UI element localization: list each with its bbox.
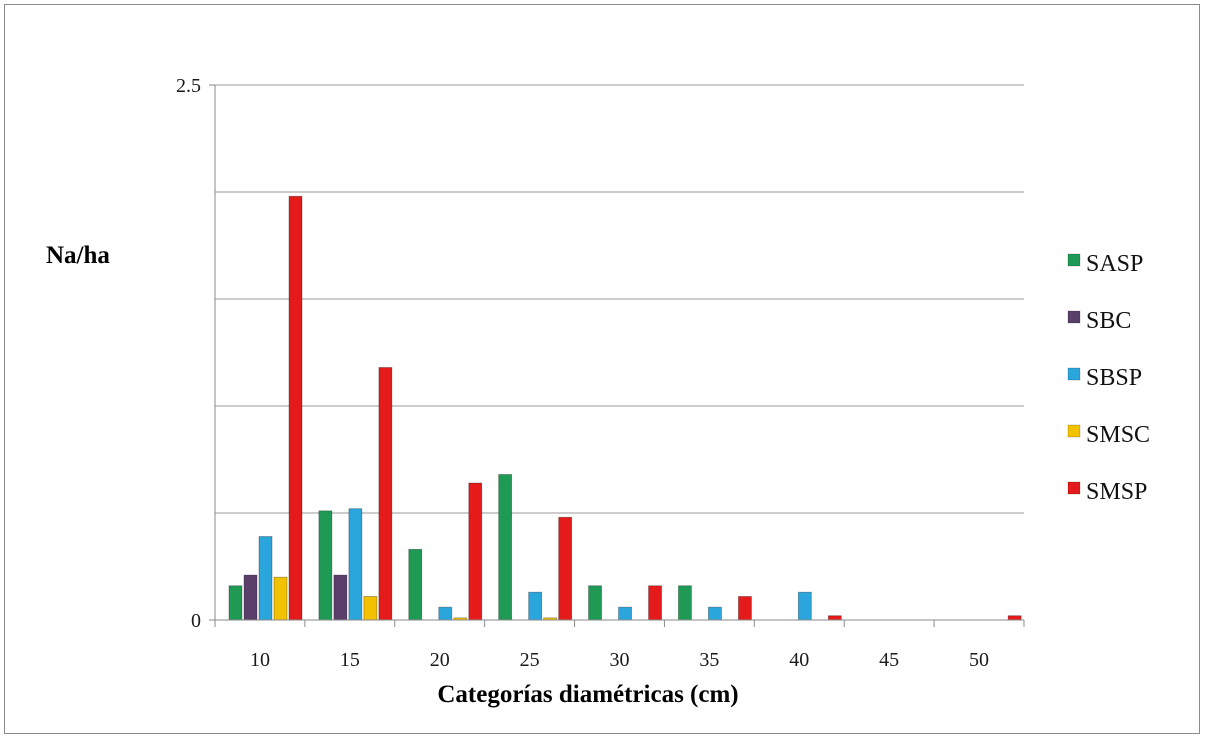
bar-sasp-30 (588, 585, 602, 621)
axes (209, 84, 1025, 627)
y-axis-label: Na/ha (46, 242, 110, 269)
x-tick-labels: 10 15 20 25 30 35 40 45 50 (250, 649, 989, 671)
bar-sbsp-20 (438, 606, 453, 621)
bar-smsp-50 (1007, 615, 1022, 621)
bar-sasp-10 (228, 585, 243, 621)
x-tick-label: 10 (250, 649, 270, 671)
legend-swatch-sbsp (1067, 367, 1081, 381)
bar-sasp-25 (498, 474, 513, 621)
x-tick-label: 35 (699, 649, 719, 671)
legend-label-sbsp: SBSP (1086, 365, 1142, 391)
bar-smsp-25 (558, 516, 573, 621)
bar-sbsp-15 (348, 508, 363, 621)
bar-smsp-35 (738, 596, 752, 621)
legend-label-smsc: SMSC (1086, 422, 1150, 448)
x-tick-label: 30 (610, 649, 630, 671)
bar-sbsp-40 (797, 591, 812, 621)
legend-swatch-smsp (1067, 481, 1081, 495)
bar-sbc-10 (243, 574, 258, 621)
x-axis-label: Categorías diamétricas (cm) (437, 681, 738, 708)
legend-swatch-sasp (1067, 253, 1081, 267)
bar-sasp-15 (318, 510, 333, 621)
legend-label-sbc: SBC (1086, 308, 1131, 334)
y-tick-label: 0 (191, 610, 201, 632)
bar-smsp-20 (468, 482, 483, 621)
bar-sbsp-35 (708, 606, 722, 621)
gridlines (215, 84, 1024, 514)
bar-sbsp-10 (258, 536, 273, 621)
bar-smsp-15 (378, 367, 393, 621)
legend-label-smsp: SMSP (1086, 479, 1147, 505)
legend-swatch-smsc (1067, 424, 1081, 438)
x-tick-label: 15 (340, 649, 360, 671)
x-tick-label: 20 (430, 649, 450, 671)
bar-smsp-30 (648, 585, 662, 621)
legend-swatch-sbc (1067, 310, 1081, 324)
bar-smsc-10 (273, 576, 288, 621)
x-tick-label: 50 (969, 649, 989, 671)
legend: SASP SBC SBSP SMSC SMSP (1067, 251, 1150, 505)
bar-smsp-40 (827, 615, 842, 621)
x-tick-label: 40 (789, 649, 809, 671)
bar-sbsp-25 (528, 591, 543, 621)
bar-smsp-10 (288, 195, 303, 621)
y-tick-labels: 02.5 (176, 75, 201, 632)
bar-sbsp-30 (618, 606, 632, 621)
bar-sasp-35 (678, 585, 692, 621)
x-tick-label: 25 (520, 649, 540, 671)
legend-label-sasp: SASP (1086, 251, 1143, 277)
bars (228, 195, 1022, 621)
bar-sbc-15 (333, 574, 348, 621)
chart-frame (4, 4, 1200, 734)
y-tick-label: 2.5 (176, 75, 201, 97)
bar-sasp-20 (408, 548, 423, 621)
bar-smsc-15 (363, 596, 378, 621)
x-tick-label: 45 (879, 649, 899, 671)
